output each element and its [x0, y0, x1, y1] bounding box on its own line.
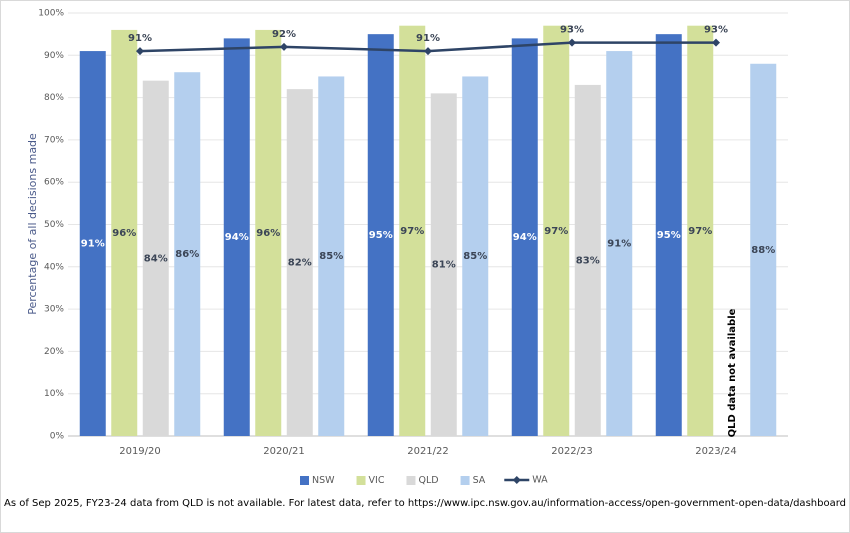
y-tick-label: 30%	[44, 305, 64, 315]
bar	[79, 51, 106, 436]
data-label: 94%	[225, 232, 249, 243]
x-tick-label: 2020/21	[263, 446, 305, 457]
data-label: 82%	[288, 258, 312, 269]
legend-swatch	[460, 476, 470, 485]
data-label: 92%	[272, 29, 296, 40]
y-tick-label: 80%	[44, 93, 64, 103]
y-axis-title: Percentage of all decisions made	[26, 133, 39, 315]
data-label: 86%	[175, 249, 199, 260]
data-label: 97%	[400, 226, 424, 237]
bar	[142, 80, 169, 437]
y-tick-label: 70%	[44, 135, 64, 145]
bar	[399, 25, 426, 436]
legend-swatch	[512, 476, 521, 484]
data-label: 91%	[607, 239, 631, 250]
x-tick-label: 2023/24	[695, 446, 737, 457]
data-label: 93%	[704, 25, 728, 36]
data-label: 91%	[128, 33, 152, 44]
data-label: 88%	[751, 245, 775, 256]
bar	[574, 84, 601, 436]
bar	[111, 29, 138, 436]
bar	[430, 93, 457, 437]
bar	[655, 34, 682, 437]
bar	[367, 34, 394, 437]
line-marker	[280, 42, 288, 51]
legend-label: SA	[473, 475, 486, 486]
x-tick-label: 2022/23	[551, 446, 593, 457]
data-label: 95%	[657, 230, 681, 241]
y-tick-label: 100%	[38, 9, 64, 19]
x-tick-label: 2021/22	[407, 446, 449, 457]
bar	[255, 29, 282, 436]
bar	[174, 72, 201, 436]
y-tick-label: 20%	[44, 347, 64, 357]
data-label: 83%	[576, 255, 600, 266]
data-label: 85%	[463, 251, 487, 262]
legend-label: WA	[532, 475, 548, 486]
legend-label: QLD	[418, 475, 438, 486]
data-label: 95%	[369, 230, 393, 241]
bar	[687, 25, 714, 436]
line-marker	[712, 38, 720, 47]
legend-label: NSW	[312, 475, 335, 486]
data-label: 97%	[544, 226, 568, 237]
y-tick-label: 0%	[50, 432, 65, 442]
bar	[543, 25, 570, 436]
bar	[606, 51, 633, 436]
annotation: QLD data not available	[727, 308, 738, 437]
data-label: 84%	[144, 253, 168, 264]
y-tick-label: 90%	[44, 51, 64, 61]
bar	[462, 76, 489, 436]
data-label: 91%	[81, 239, 105, 250]
bar	[511, 38, 538, 436]
line-marker	[568, 38, 576, 47]
y-tick-label: 50%	[44, 220, 64, 230]
data-label: 94%	[513, 232, 537, 243]
bar	[318, 76, 345, 436]
footnote: As of Sep 2025, FY23-24 data from QLD is…	[4, 498, 846, 509]
data-label: 96%	[256, 228, 280, 239]
y-tick-label: 40%	[44, 262, 64, 272]
legend-label: VIC	[369, 475, 385, 486]
legend-swatch	[406, 476, 416, 485]
data-label: 81%	[432, 260, 456, 271]
bar	[223, 38, 250, 436]
bar	[286, 89, 313, 436]
data-label: 93%	[560, 25, 584, 36]
y-tick-label: 10%	[44, 389, 64, 399]
legend-swatch	[356, 476, 366, 485]
bar	[750, 63, 777, 436]
legend-swatch	[300, 476, 309, 485]
data-label: 91%	[416, 33, 440, 44]
x-tick-label: 2019/20	[119, 446, 161, 457]
line-marker	[136, 47, 144, 56]
data-label: 96%	[112, 228, 136, 239]
y-tick-label: 60%	[44, 178, 64, 188]
data-label: 85%	[319, 251, 343, 262]
data-label: 97%	[688, 226, 712, 237]
line-marker	[424, 47, 432, 56]
